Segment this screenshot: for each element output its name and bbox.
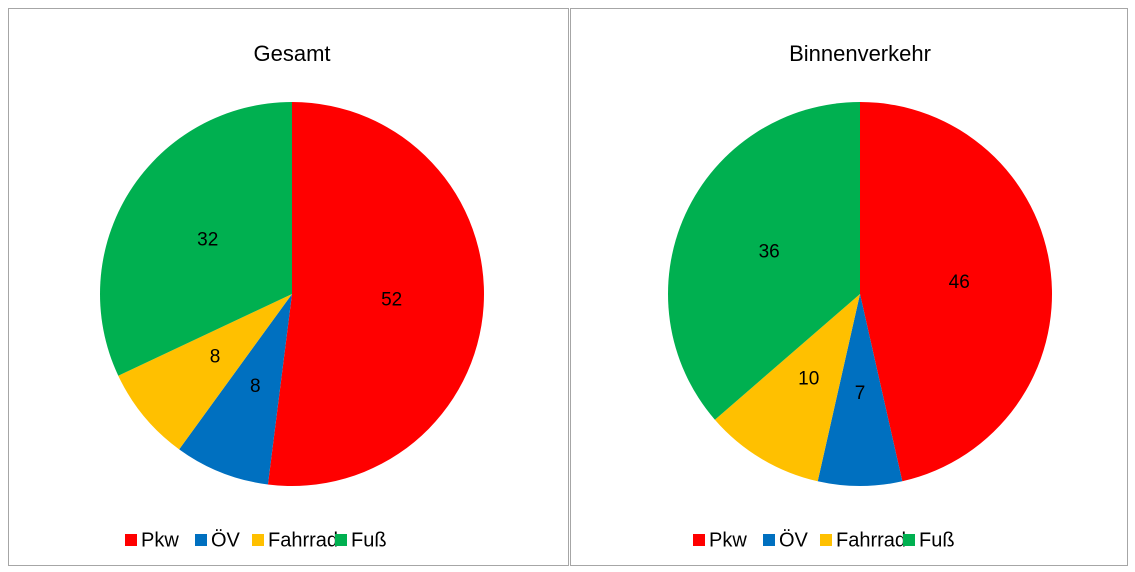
data-label: 8 xyxy=(210,347,221,368)
legend-swatch xyxy=(195,534,207,546)
legend-label: ÖV xyxy=(779,529,809,551)
data-label: 46 xyxy=(949,272,970,293)
data-label: 52 xyxy=(381,289,402,310)
legend-swatch xyxy=(763,534,775,546)
data-label: 8 xyxy=(250,376,261,397)
chart-title: Binnenverkehr xyxy=(789,41,931,66)
pie-slice xyxy=(714,294,860,482)
legend-swatch xyxy=(820,534,832,546)
legend-label: Pkw xyxy=(709,529,747,551)
pie-slice xyxy=(99,102,293,376)
legend-label: Fahrrad xyxy=(836,529,906,551)
chart-title: Gesamt xyxy=(253,41,330,66)
pie-slice xyxy=(118,294,292,450)
pie-slice xyxy=(668,102,860,420)
pie-slice xyxy=(817,294,903,487)
legend-swatch xyxy=(125,534,137,546)
legend-label: ÖV xyxy=(211,529,241,551)
pie-slice xyxy=(179,294,292,485)
data-label: 10 xyxy=(798,369,819,390)
legend-swatch xyxy=(252,534,264,546)
legend-label: Fahrrad xyxy=(268,529,338,551)
legend-label: Fuß xyxy=(919,529,955,551)
data-label: 7 xyxy=(855,383,866,404)
legend-swatch xyxy=(335,534,347,546)
pie-slice xyxy=(860,102,1053,482)
data-label: 32 xyxy=(197,230,218,251)
legend-swatch xyxy=(903,534,915,546)
legend-swatch xyxy=(693,534,705,546)
legend-label: Pkw xyxy=(141,529,179,551)
data-label: 36 xyxy=(759,242,780,263)
pie-slice xyxy=(267,102,484,486)
legend-label: Fuß xyxy=(351,529,387,551)
